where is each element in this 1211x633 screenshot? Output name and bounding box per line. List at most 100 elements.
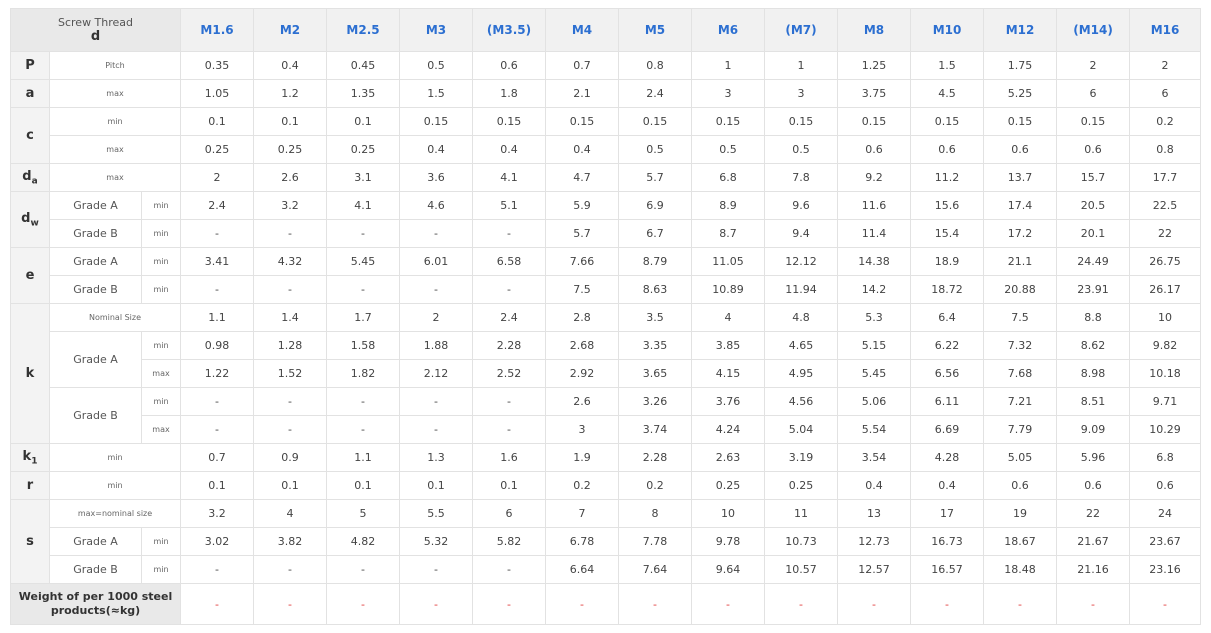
- value-cell: 15.6: [910, 191, 985, 220]
- weight-value-cell: -: [472, 583, 547, 625]
- value-cell: 3.82: [253, 527, 328, 556]
- symbol-subscript: 1: [31, 456, 38, 467]
- value-cell: 9.78: [691, 527, 766, 556]
- value-cell: 1.8: [472, 79, 547, 108]
- weight-label: Weight of per 1000 steel products(≈kg): [9, 583, 182, 625]
- value-cell: 8.98: [1056, 359, 1131, 388]
- value-cell: -: [180, 275, 255, 304]
- value-cell: 11.94: [764, 275, 839, 304]
- value-cell: -: [399, 219, 474, 248]
- value-cell: 0.6: [1056, 471, 1131, 500]
- value-cell: 3.76: [691, 387, 766, 416]
- spec-table-container: Screw Thread d M1.6 M2 M2.5 M3 (M3.5) M4 M5 M6(…: [9, 8, 1202, 625]
- value-cell: 10.57: [764, 555, 839, 584]
- value-cell: 0.45: [326, 51, 401, 80]
- qualifier-label: min: [140, 555, 182, 584]
- table-row: c min 0.1 0.1 0.1 0.15 0.15 0.15 0.15 0.15 0.15 0.1…: [10, 107, 1202, 164]
- value-cell: 1: [764, 51, 839, 80]
- value-cell: 0.15: [545, 107, 620, 136]
- value-cell: 6: [1056, 79, 1131, 108]
- value-cell: 0.6: [983, 471, 1058, 500]
- size-header-12: (M14): [1056, 8, 1131, 52]
- value-cell: 0.1: [472, 471, 547, 500]
- value-cell: 9.82: [1129, 331, 1202, 360]
- size-header-8: (M7): [764, 8, 839, 52]
- value-cell: 0.1: [180, 107, 255, 136]
- value-cell: 0.98: [180, 331, 255, 360]
- screw-spec-table: Screw Thread d M1.6 M2 M2.5 M3 (M3.5) M4 M5 M6(…: [9, 8, 1202, 625]
- value-cell: 6.58: [472, 247, 547, 276]
- value-cell: 6.4: [910, 303, 985, 332]
- value-cell: 2.4: [618, 79, 693, 108]
- value-cell: 0.2: [545, 471, 620, 500]
- grade-label: Grade B: [49, 219, 142, 248]
- value-cell: 0.4: [399, 135, 474, 164]
- value-cell: -: [253, 415, 328, 444]
- weight-value-cell: -: [326, 583, 401, 625]
- value-cell: 0.25: [691, 471, 766, 500]
- value-cell: 8: [618, 499, 693, 528]
- qualifier-label: min: [140, 331, 182, 360]
- value-cell: 24: [1129, 499, 1202, 528]
- value-cell: 6.7: [618, 219, 693, 248]
- symbol-cell: k: [10, 303, 50, 444]
- symbol-text: k: [22, 448, 32, 464]
- value-cell: 0.5: [764, 135, 839, 164]
- value-cell: 3: [764, 79, 839, 108]
- value-cell: 11.6: [837, 191, 912, 220]
- value-cell: 4.7: [545, 163, 620, 192]
- value-cell: 5.06: [837, 387, 912, 416]
- value-cell: 17.7: [1129, 163, 1202, 192]
- value-cell: 0.4: [837, 471, 912, 500]
- value-cell: 7.68: [983, 359, 1058, 388]
- symbol-text: P: [25, 58, 35, 73]
- symbol-cell: P: [10, 51, 50, 80]
- size-header-11: M12: [983, 8, 1058, 52]
- weight-value-cell: -: [253, 583, 328, 625]
- value-cell: 0.1: [253, 107, 328, 136]
- weight-value-cell: -: [691, 583, 766, 625]
- value-cell: 20.88: [983, 275, 1058, 304]
- grade-label: Grade A: [49, 191, 142, 220]
- size-header-2: M2.5: [326, 8, 401, 52]
- value-cell: 0.7: [545, 51, 620, 80]
- symbol-text: d: [21, 210, 31, 226]
- value-cell: 6.22: [910, 331, 985, 360]
- thread-label: Screw Thread: [57, 16, 134, 29]
- symbol-cell: a: [10, 79, 50, 108]
- symbol-text: s: [26, 534, 34, 549]
- value-cell: 23.16: [1129, 555, 1202, 584]
- value-cell: 12.73: [837, 527, 912, 556]
- value-cell: -: [472, 219, 547, 248]
- value-cell: 5.45: [837, 359, 912, 388]
- value-cell: 8.63: [618, 275, 693, 304]
- value-cell: 7.64: [618, 555, 693, 584]
- value-cell: 1.5: [399, 79, 474, 108]
- value-cell: 6.8: [691, 163, 766, 192]
- value-cell: 5: [326, 499, 401, 528]
- value-cell: 8.79: [618, 247, 693, 276]
- value-cell: 7.78: [618, 527, 693, 556]
- size-header-7: M6: [691, 8, 766, 52]
- value-cell: 0.1: [180, 471, 255, 500]
- grade-label: Grade B: [49, 387, 142, 444]
- value-cell: 0.1: [326, 471, 401, 500]
- value-cell: 26.17: [1129, 275, 1202, 304]
- value-cell: 2: [1129, 51, 1202, 80]
- value-cell: 3.19: [764, 443, 839, 472]
- value-cell: 2: [399, 303, 474, 332]
- value-cell: 5.5: [399, 499, 474, 528]
- value-cell: 4.32: [253, 247, 328, 276]
- value-cell: 3.85: [691, 331, 766, 360]
- value-cell: -: [180, 219, 255, 248]
- row-label: min: [48, 107, 182, 136]
- value-cell: 18.48: [983, 555, 1058, 584]
- value-cell: 0.15: [764, 107, 839, 136]
- value-cell: -: [253, 275, 328, 304]
- value-cell: 6.69: [910, 415, 985, 444]
- value-cell: 0.15: [472, 107, 547, 136]
- weight-value-cell: -: [983, 583, 1058, 625]
